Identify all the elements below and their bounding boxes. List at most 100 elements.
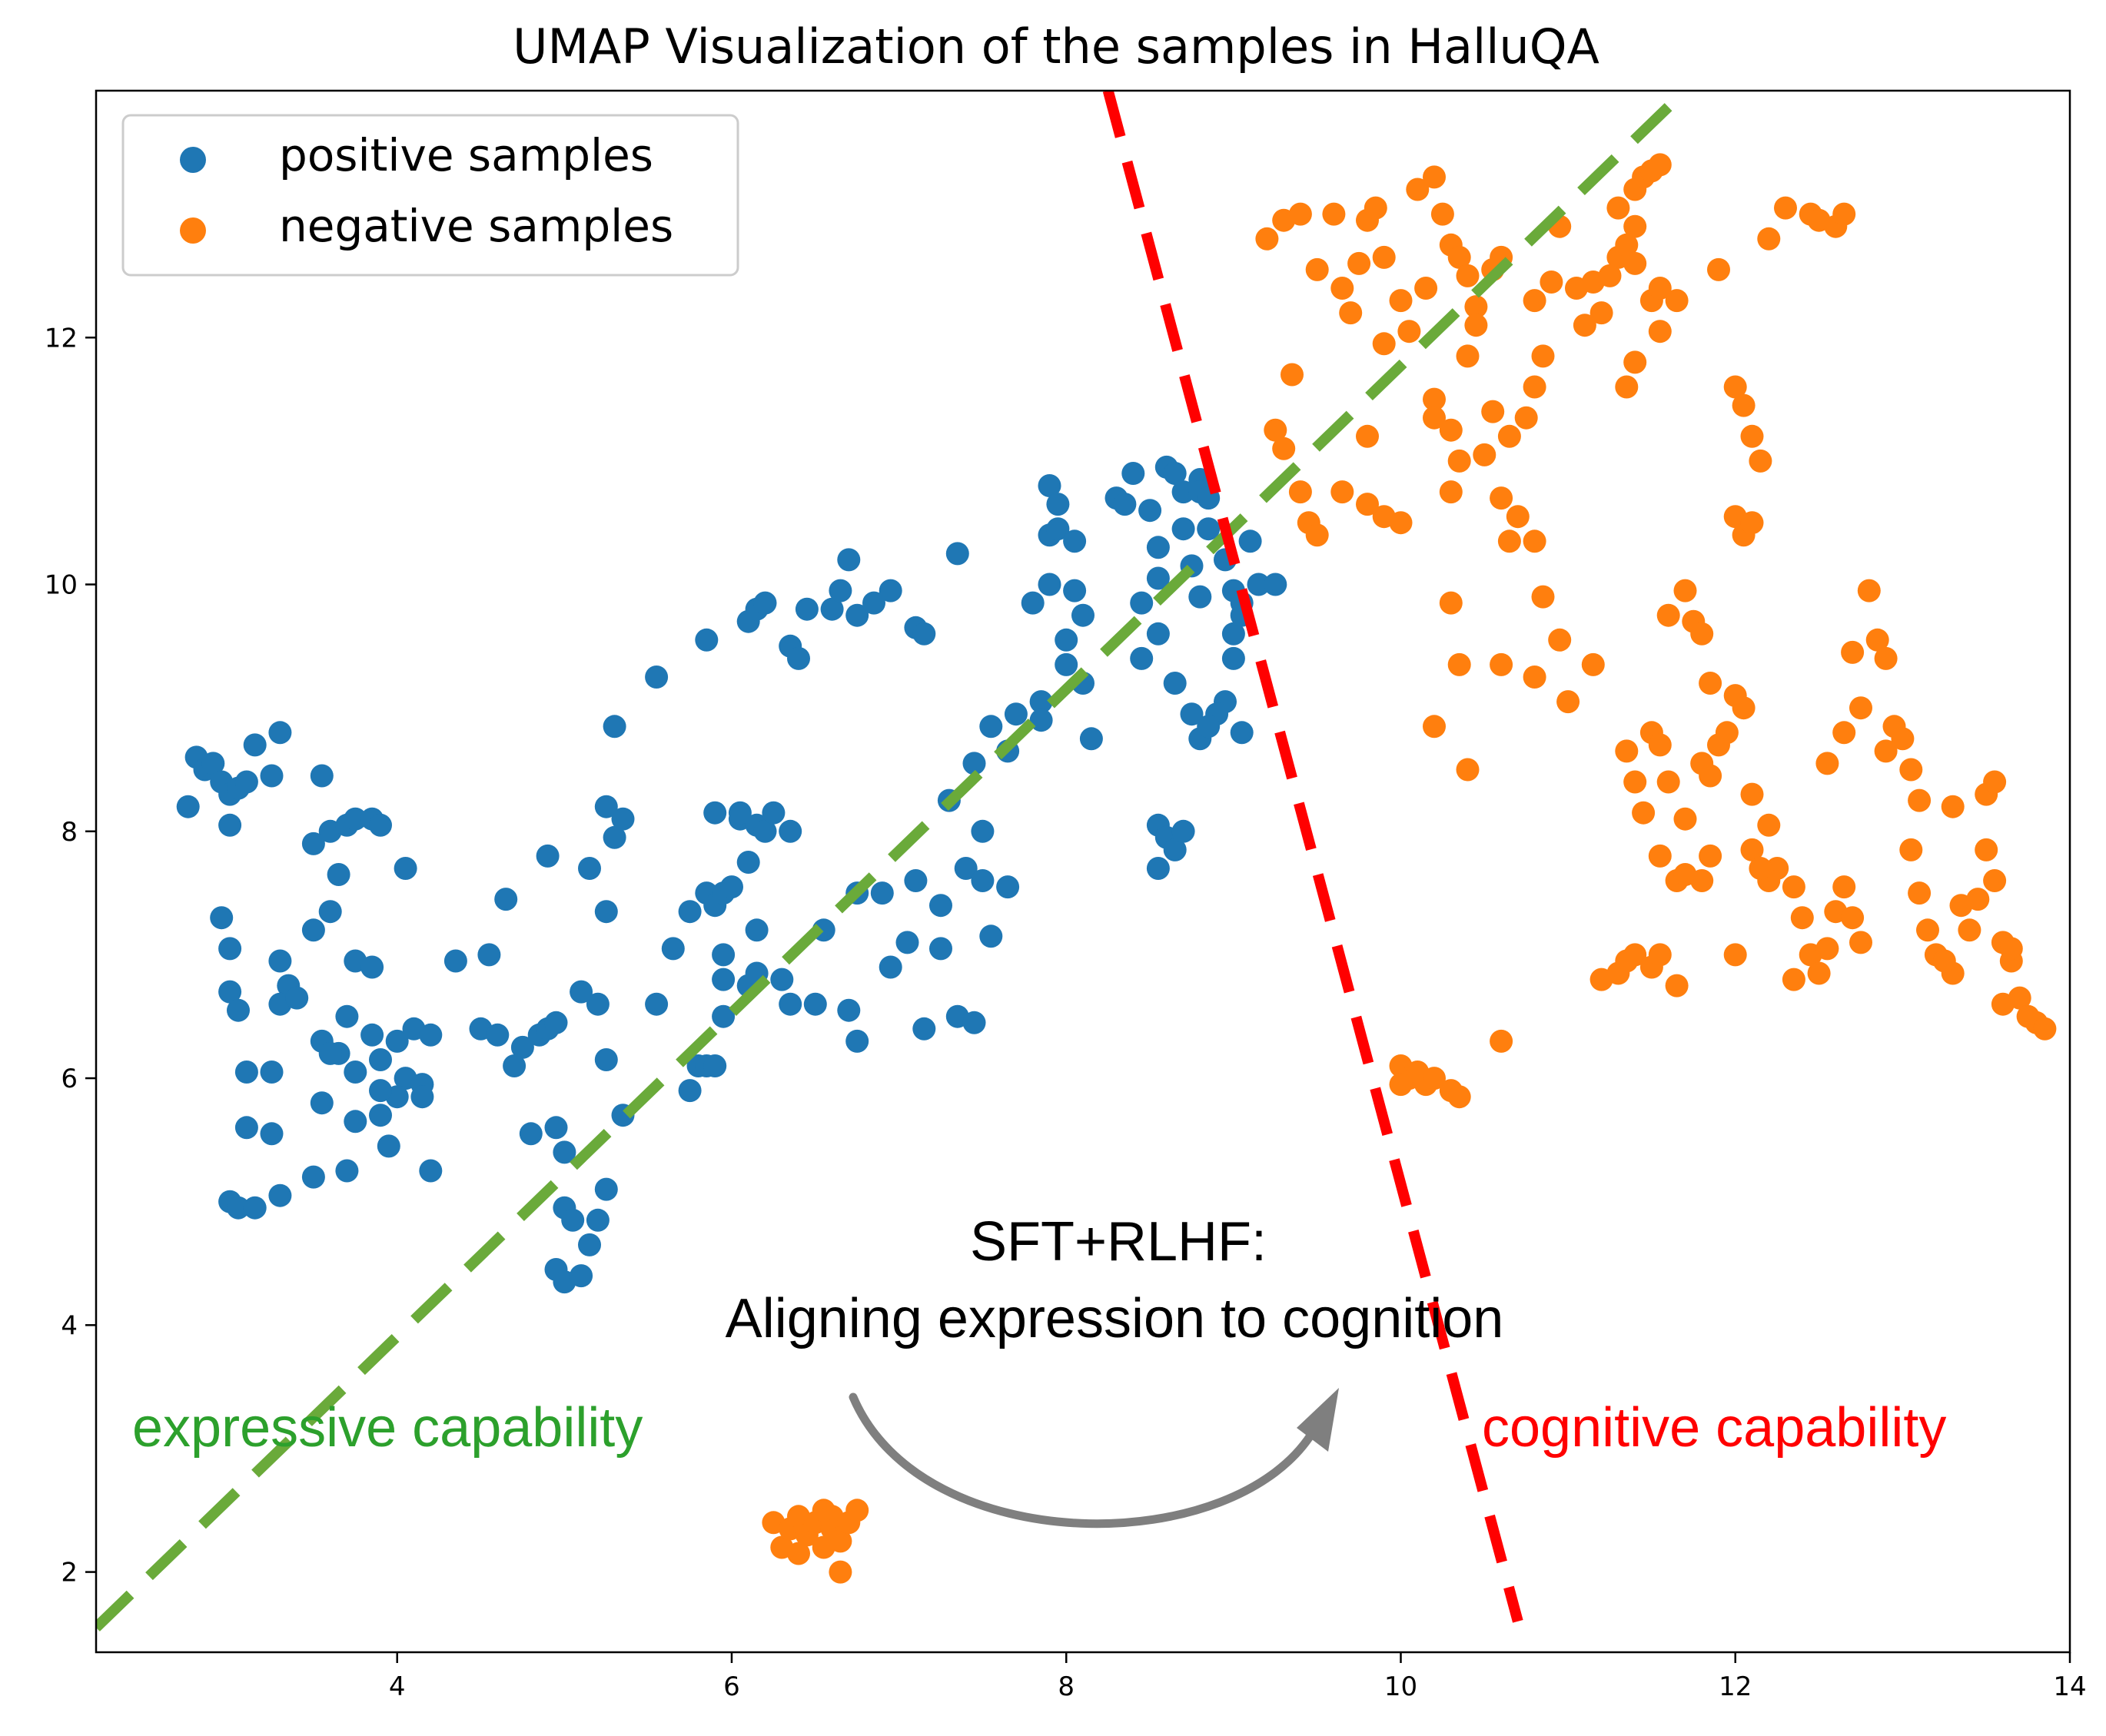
negative-sample-point: [1447, 652, 1471, 676]
negative-sample-point: [1832, 875, 1856, 899]
positive-sample-point: [979, 715, 1003, 739]
negative-sample-point: [1975, 838, 1998, 861]
negative-sample-point: [1665, 974, 1689, 997]
negative-sample-point: [1364, 196, 1387, 220]
negative-sample-point: [787, 1542, 810, 1565]
negative-sample-point: [1966, 888, 1990, 911]
x-tick-label: 8: [1058, 1671, 1075, 1702]
positive-sample-point: [779, 992, 802, 1016]
negative-sample-point: [1264, 418, 1287, 442]
positive-sample-point: [645, 666, 669, 689]
reference-lines: [96, 91, 1689, 1631]
negative-sample-point: [1540, 271, 1563, 294]
positive-sample-point: [1146, 566, 1170, 590]
positive-sample-point: [310, 764, 334, 788]
negative-sample-point: [1690, 869, 1714, 892]
negative-sample-point: [1497, 529, 1521, 553]
negative-sample-point: [1423, 406, 1446, 430]
negative-sample-point: [1715, 721, 1739, 745]
negative-sample-point: [1423, 1067, 1446, 1090]
negative-sample-point: [1865, 628, 1889, 652]
positive-sample-point: [561, 1208, 585, 1232]
positive-sample-point: [443, 949, 467, 973]
positive-sample-point: [1021, 591, 1045, 615]
negative-sample-point: [829, 1529, 852, 1553]
positive-sample-point: [335, 1004, 359, 1028]
negative-sample-point: [829, 1560, 852, 1584]
negative-sample-point: [1807, 961, 1831, 985]
positive-sample-point: [503, 1054, 526, 1077]
negative-sample-point: [1958, 918, 1981, 942]
positive-sample-point: [544, 1011, 568, 1034]
negative-sample-point: [1632, 801, 1656, 825]
positive-sample-point: [594, 900, 618, 924]
positive-sample-point: [661, 937, 685, 961]
positive-sample-point: [1247, 573, 1271, 596]
positive-sample-point: [1146, 536, 1170, 559]
positive-sample-point: [218, 937, 242, 961]
negative-sample-point: [1598, 264, 1622, 287]
positive-sample-point: [519, 1122, 543, 1146]
positive-sample-point: [1038, 573, 1061, 596]
negative-sample-point: [1439, 591, 1463, 615]
negative-sample-point: [1757, 227, 1781, 251]
negative-sample-point: [1782, 968, 1805, 991]
negative-sample-point: [1490, 1029, 1513, 1053]
negative-sample-point: [1397, 320, 1421, 344]
positive-sample-point: [227, 1196, 250, 1220]
positive-sample-point: [845, 603, 869, 627]
negative-sample-point: [1523, 289, 1546, 313]
positive-sample-point: [570, 980, 593, 1004]
negative-sample-point: [1473, 443, 1496, 466]
y-tick-label: 8: [61, 817, 78, 848]
positive-sample-point: [1063, 579, 1087, 602]
plot-frame: [95, 89, 2071, 1654]
negative-sample-point: [1832, 721, 1856, 745]
negative-sample-point: [1423, 715, 1446, 739]
negative-sample-point: [1648, 320, 1672, 344]
negative-sample-point: [1656, 603, 1680, 627]
positive-sample-point: [218, 813, 242, 837]
positive-sample-point: [1121, 462, 1145, 485]
positive-sample-point: [1029, 690, 1053, 714]
positive-sample-point: [360, 955, 384, 979]
positive-sample-point: [486, 1023, 510, 1047]
positive-sample-point: [1197, 517, 1221, 541]
negative-sample-point: [1648, 153, 1672, 177]
negative-sample-point: [1615, 739, 1639, 763]
positive-sample-point: [419, 1023, 443, 1047]
legend: positive samples negative samples: [121, 114, 739, 277]
positive-sample-point: [720, 875, 743, 899]
positive-sample-point: [318, 1041, 342, 1065]
negative-sample-point: [1815, 937, 1839, 961]
negative-sample-point: [1723, 943, 1747, 967]
negative-sample-point: [1531, 344, 1555, 368]
positive-sample-point: [703, 1054, 727, 1077]
negative-sample-point: [1305, 523, 1329, 547]
negative-sample-point: [1899, 838, 1923, 861]
negative-sample-point: [1648, 844, 1672, 868]
negative-sample-point: [1272, 436, 1296, 460]
negative-sample-point: [1891, 727, 1915, 751]
annotation-aligning: Aligning expression to cognition: [726, 1288, 1504, 1349]
positive-sample-point: [318, 900, 342, 924]
positive-sample-point: [570, 1264, 593, 1288]
negative-sample-point: [1991, 992, 2015, 1016]
negative-sample-point: [1548, 628, 1572, 652]
positive-sample-point: [1038, 474, 1061, 497]
positive-sample-point: [803, 992, 827, 1016]
positive-sample-point: [678, 900, 702, 924]
positive-sample-point: [385, 1029, 409, 1053]
annotation-cognitive-capability: cognitive capability: [1482, 1397, 1946, 1459]
positive-sample-point: [360, 1023, 384, 1047]
positive-sample-point: [234, 1116, 258, 1140]
negative-sample-point: [1849, 696, 1872, 720]
negative-sample-point: [1523, 375, 1546, 399]
y-tick-label: 2: [61, 1558, 78, 1588]
negative-sample-point: [1423, 165, 1446, 189]
positive-sample-point: [218, 980, 242, 1004]
x-tick-label: 10: [1384, 1671, 1417, 1702]
positive-sample-point: [1004, 702, 1028, 726]
positive-sample-point: [594, 795, 618, 818]
positive-sample-point: [1221, 646, 1245, 670]
